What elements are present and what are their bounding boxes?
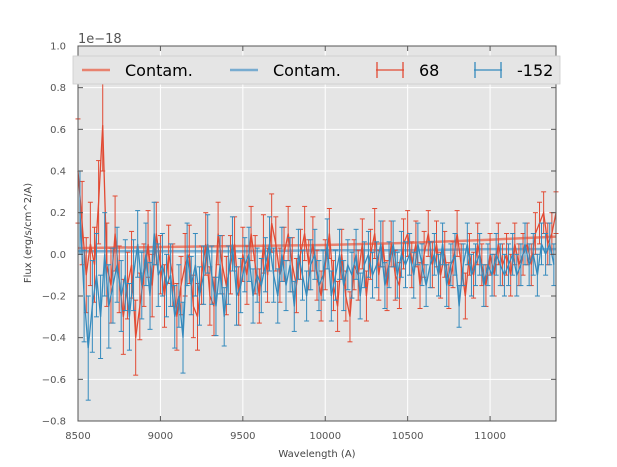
y-axis-label: Flux (erg/s/cm^2/A) bbox=[23, 183, 34, 283]
y-tick-label: −0.6 bbox=[42, 375, 66, 386]
y-tick-label: 0.6 bbox=[50, 125, 66, 136]
x-tick-label: 8500 bbox=[65, 431, 90, 442]
y-offset-label: 1e−18 bbox=[78, 32, 122, 47]
legend-label: 68 bbox=[419, 61, 439, 80]
legend-entry-3: -152 bbox=[474, 61, 553, 80]
x-tick-label: 10000 bbox=[309, 431, 341, 442]
legend-entry-1: Contam. bbox=[230, 61, 341, 80]
legend-label: Contam. bbox=[125, 61, 193, 80]
legend-label: -152 bbox=[517, 61, 553, 80]
y-tick-label: −0.4 bbox=[42, 333, 66, 344]
legend-entry-0: Contam. bbox=[82, 61, 193, 80]
series-layer bbox=[75, 78, 559, 401]
x-tick-label: 10500 bbox=[392, 431, 424, 442]
flux-line bbox=[79, 212, 555, 349]
y-tick-label: 0.8 bbox=[50, 83, 66, 94]
y-tick-label: 0.4 bbox=[50, 167, 66, 178]
legend: Contam. Contam. 68 -152 bbox=[72, 55, 561, 85]
y-tick-label: −0.2 bbox=[42, 292, 66, 303]
x-tick-label: 11000 bbox=[474, 431, 506, 442]
plot-background bbox=[78, 46, 556, 421]
x-tick-label: 9000 bbox=[148, 431, 173, 442]
legend-entry-2: 68 bbox=[376, 61, 439, 80]
y-tick-label: 0.0 bbox=[50, 250, 66, 261]
x-tick-label: 9500 bbox=[230, 431, 255, 442]
y-tick-label: 0.2 bbox=[50, 208, 66, 219]
plot-frame bbox=[77, 45, 557, 422]
y-tick-label: −0.8 bbox=[42, 417, 66, 428]
series-3 bbox=[77, 170, 557, 401]
axes: 8500 9000 9500 10000 10500 11000 −0.8 −0.6 −0.4 −… bbox=[42, 42, 557, 442]
x-axis-label: Wavelength (A) bbox=[278, 449, 355, 460]
legend-label: Contam. bbox=[273, 61, 341, 80]
y-tick-label: 1.0 bbox=[50, 42, 66, 53]
